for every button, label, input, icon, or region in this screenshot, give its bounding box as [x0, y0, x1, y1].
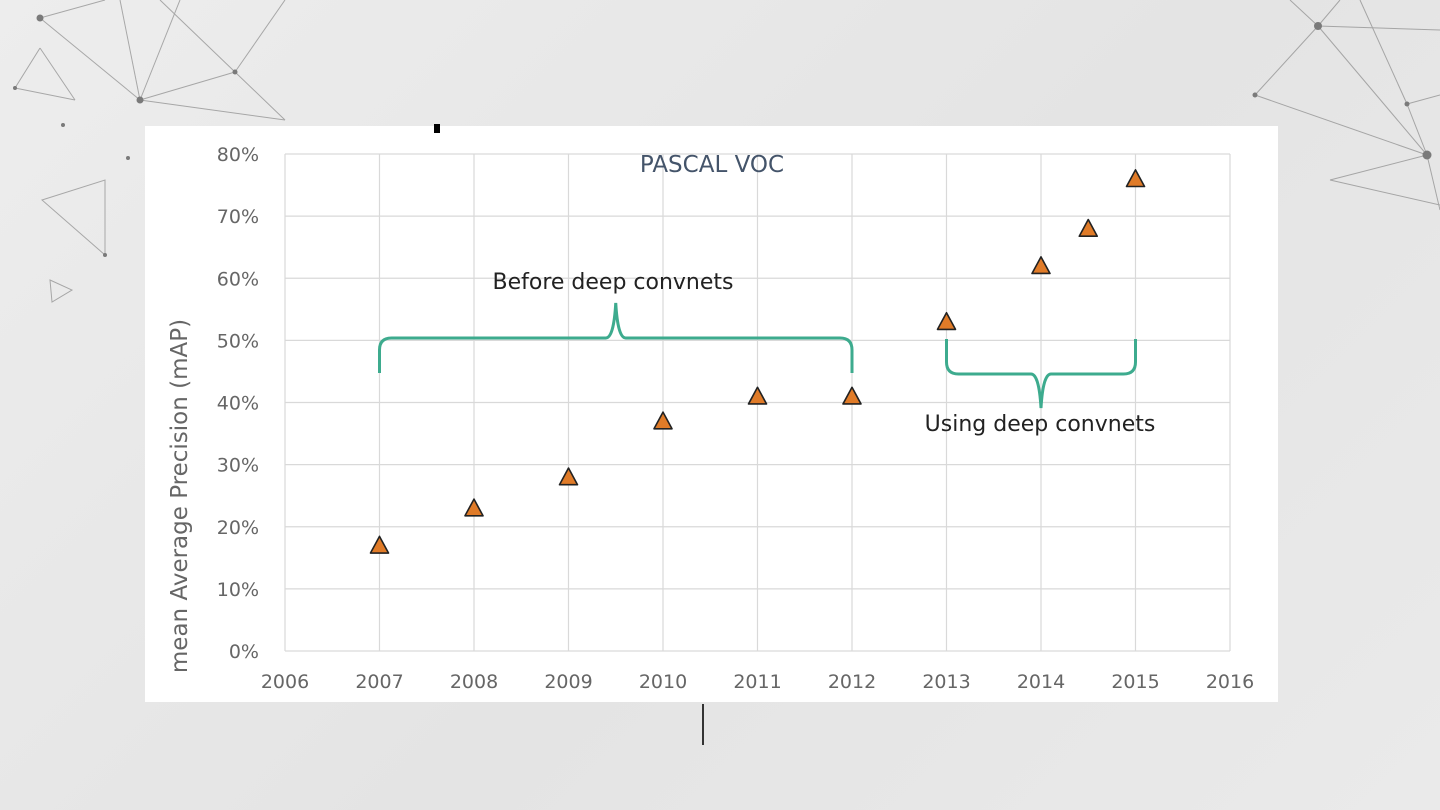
- y-tick-label: 10%: [217, 579, 259, 601]
- x-tick-label: 2012: [828, 671, 876, 693]
- bracket-before-deep-convnets: [378, 302, 854, 373]
- data-point-marker: [842, 386, 862, 405]
- y-tick-label: 20%: [217, 517, 259, 539]
- data-point-marker: [464, 498, 484, 517]
- chart-title: PASCAL VOC: [640, 152, 784, 178]
- slide-divider-line: [702, 704, 704, 745]
- annotation-using-deep-convnets: Using deep convnets: [925, 412, 1156, 437]
- y-tick-label: 70%: [217, 206, 259, 228]
- x-tick-label: 2015: [1111, 671, 1159, 693]
- data-point-marker: [747, 386, 768, 405]
- x-tick-label: 2011: [733, 671, 781, 693]
- x-tick-label: 2009: [544, 671, 592, 693]
- y-tick-label: 80%: [217, 144, 259, 166]
- x-tick-label: 2008: [450, 671, 498, 693]
- data-point-marker: [558, 467, 579, 486]
- brackets: [378, 302, 1137, 409]
- y-tick-label: 0%: [229, 641, 259, 663]
- x-tick-labels: 2006 2007 2008 2009 2010 2011 2012 2013 2014 2015…: [261, 671, 1254, 693]
- y-tick-label: 50%: [217, 330, 259, 352]
- y-tick-labels: 0% 10% 20% 30% 40% 50% 60% 70% 80%: [217, 144, 259, 663]
- pascal-voc-chart: 0%10%20%30%40%50%60%70%80% 2006 2007 2008 2…: [167, 144, 1254, 693]
- x-tick-label: 2016: [1206, 671, 1254, 693]
- data-point-marker: [936, 311, 957, 331]
- data-point-marker: [1078, 218, 1099, 237]
- x-tick-label: 2013: [922, 671, 970, 693]
- data-point-marker: [653, 411, 673, 430]
- y-tick-label: 30%: [217, 455, 259, 477]
- chart-image-panel: 0% 10% 20% 30% 40% 50% 60% 70% 80% 2006 2007 2008 2…: [145, 126, 1278, 702]
- y-tick-label: 60%: [217, 268, 259, 290]
- y-axis-label: mean Average Precision (mAP): [167, 319, 193, 673]
- slide-mark: [434, 124, 440, 133]
- x-tick-label: 2006: [261, 671, 309, 693]
- x-tick-label: 2007: [355, 671, 403, 693]
- x-tick-label: 2010: [639, 671, 687, 693]
- data-point-marker: [1125, 169, 1146, 188]
- x-tick-label: 2014: [1017, 671, 1065, 693]
- data-point-marker: [1031, 256, 1051, 275]
- y-tick-label: 40%: [217, 393, 259, 415]
- data-points: [369, 169, 1146, 554]
- data-point-marker: [369, 535, 390, 554]
- bracket-using-deep-convnets: [945, 339, 1137, 409]
- annotation-before-deep-convnets: Before deep convnets: [492, 270, 733, 295]
- grid-lines: [284, 153, 1231, 652]
